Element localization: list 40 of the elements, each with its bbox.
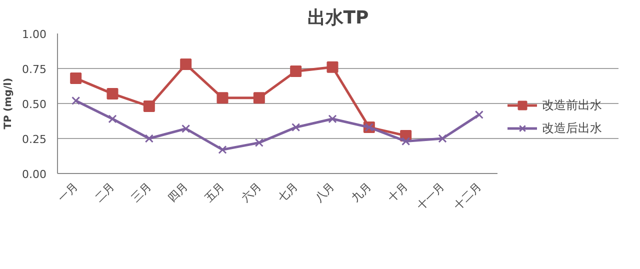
point — [402, 137, 410, 146]
x-tick-label: 九月 — [349, 180, 374, 205]
x-tick-label: 八月 — [312, 180, 338, 205]
x-tick-label: 七月 — [276, 180, 300, 205]
x-tick-label: 三月 — [129, 180, 154, 205]
point — [182, 124, 190, 133]
y-tick-label: 1.00 — [22, 28, 47, 41]
point — [143, 100, 155, 112]
point — [290, 66, 302, 78]
x-tick-label: 十月 — [386, 180, 410, 205]
x-tick-label: 六月 — [239, 180, 264, 205]
x-tick-label: 十一月 — [414, 180, 448, 212]
point — [328, 114, 337, 124]
x-tick-label: 一月 — [56, 180, 80, 205]
point — [474, 110, 484, 119]
point — [253, 92, 265, 104]
point — [72, 96, 80, 105]
point — [292, 123, 300, 132]
point — [326, 61, 338, 73]
point — [254, 138, 264, 147]
legend-label: 改造后出水 — [542, 120, 602, 136]
x-tick-label: 二月 — [92, 180, 118, 205]
y-tick-label: 0.00 — [22, 168, 47, 181]
x-tick-label: 十二月 — [451, 180, 484, 212]
point — [218, 145, 227, 154]
chart-title: 出水TP — [307, 8, 369, 28]
legend-label: 改造前出水 — [542, 96, 602, 114]
y-tick-label: 0.75 — [22, 63, 47, 76]
point — [216, 92, 228, 104]
point — [106, 88, 118, 100]
point — [144, 134, 154, 143]
x-tick-label: 四月 — [166, 180, 190, 205]
point — [108, 114, 117, 124]
y-axis-title: TP (mg/l) — [3, 78, 14, 130]
point — [180, 58, 192, 70]
point — [438, 134, 447, 143]
point — [70, 72, 82, 84]
y-tick-label: 0.50 — [22, 98, 47, 111]
y-tick-label: 0.25 — [22, 133, 47, 146]
x-tick-label: 五月 — [202, 180, 228, 205]
